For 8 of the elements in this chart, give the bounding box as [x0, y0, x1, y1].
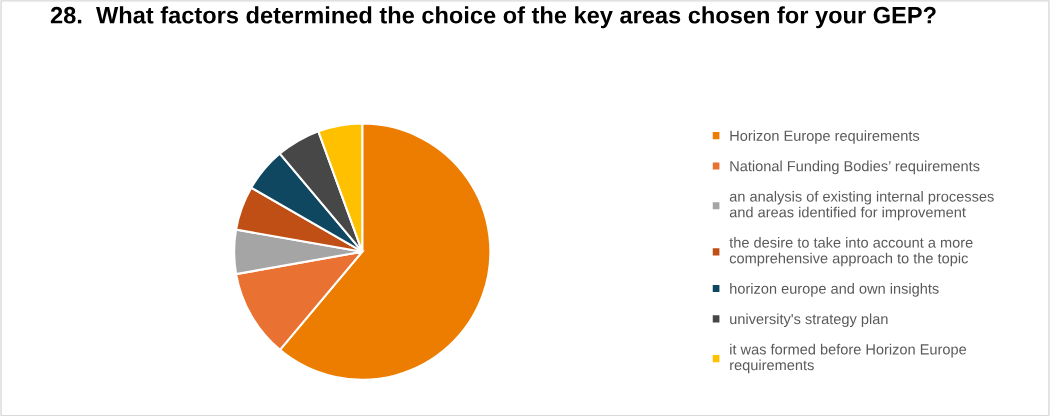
legend-label: an analysis of existing internal processes and areas identified for improvement [729, 190, 994, 221]
legend-label: horizon europe and own insights [730, 283, 939, 297]
legend-label: Horizon Europe requirements [730, 130, 920, 144]
chart-title: 28. What factors determined the choice of the key areas chosen for your GEP? [50, 6, 936, 29]
legend-label: National Funding Bodies’ requirements [730, 160, 980, 175]
legend-label: it was formed before Horizon Europe requirements [730, 343, 967, 374]
legend-label: university's strategy plan [730, 313, 888, 328]
legend-label: the desire to take into account a more comprehensive approach to the topic [729, 237, 973, 267]
